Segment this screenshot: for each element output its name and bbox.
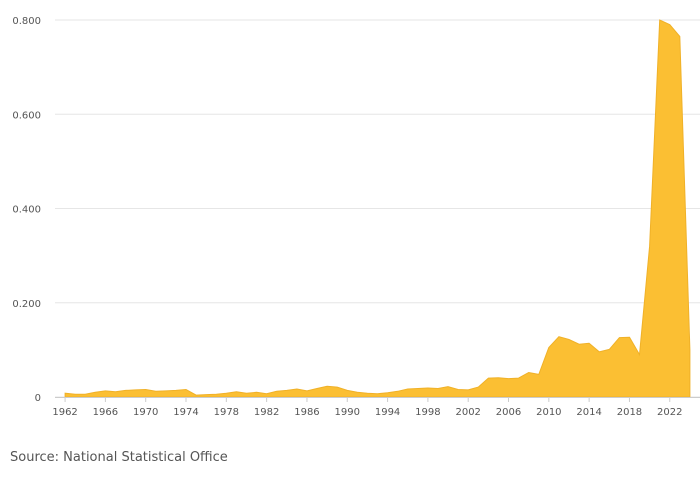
- data-point[interactable]: [465, 387, 471, 393]
- data-point[interactable]: [677, 34, 683, 40]
- data-point[interactable]: [445, 384, 451, 390]
- y-tick-label: 0: [35, 393, 41, 404]
- data-point[interactable]: [354, 389, 360, 395]
- grid-lines: [55, 19, 700, 398]
- data-point[interactable]: [213, 391, 219, 397]
- area-fill: [64, 19, 691, 398]
- data-point[interactable]: [274, 388, 280, 394]
- data-point[interactable]: [344, 387, 350, 393]
- x-tick-label: 1962: [52, 407, 77, 418]
- data-point[interactable]: [294, 386, 300, 392]
- data-point[interactable]: [113, 389, 119, 395]
- x-tick-label: 1982: [254, 407, 279, 418]
- source-note: Source: National Statistical Office: [10, 450, 228, 465]
- x-tick-label: 1986: [294, 407, 319, 418]
- y-tick-label: 0.200: [12, 299, 41, 310]
- data-point[interactable]: [667, 22, 673, 28]
- x-axis: 1962 1966 1970 1974 1978 1982 1986 1990 1994 1998…: [52, 397, 700, 418]
- data-point[interactable]: [163, 388, 169, 394]
- data-point[interactable]: [375, 391, 381, 397]
- x-tick-label: 1974: [173, 407, 198, 418]
- x-tick-label: 1998: [415, 407, 440, 418]
- x-tick-label: 1978: [214, 407, 239, 418]
- data-point[interactable]: [526, 370, 532, 376]
- data-point[interactable]: [324, 383, 330, 389]
- data-point[interactable]: [233, 389, 239, 395]
- data-point[interactable]: [576, 341, 582, 347]
- data-point[interactable]: [304, 388, 310, 394]
- data-point[interactable]: [566, 337, 572, 343]
- data-point[interactable]: [455, 387, 461, 393]
- data-point[interactable]: [596, 349, 602, 355]
- data-point[interactable]: [133, 387, 139, 393]
- y-tick-label: 0.800: [12, 16, 41, 27]
- data-point[interactable]: [143, 387, 149, 393]
- data-point[interactable]: [223, 390, 229, 396]
- x-tick-label: 2018: [617, 407, 642, 418]
- data-point[interactable]: [123, 387, 129, 393]
- x-tick-label: 2002: [455, 407, 480, 418]
- x-tick-label: 2010: [536, 407, 561, 418]
- data-point[interactable]: [183, 387, 189, 393]
- x-tick-label: 2014: [576, 407, 601, 418]
- data-point[interactable]: [203, 392, 209, 398]
- data-point[interactable]: [586, 340, 592, 346]
- data-point[interactable]: [92, 389, 98, 395]
- data-point[interactable]: [475, 384, 481, 390]
- data-point[interactable]: [405, 386, 411, 392]
- data-point[interactable]: [395, 388, 401, 394]
- x-tick-label: 1990: [335, 407, 360, 418]
- x-tick-label: 1970: [133, 407, 158, 418]
- data-point[interactable]: [334, 384, 340, 390]
- area-series: [62, 17, 693, 398]
- data-point[interactable]: [385, 390, 391, 396]
- data-point[interactable]: [627, 334, 633, 340]
- data-point[interactable]: [485, 375, 491, 381]
- data-point[interactable]: [647, 243, 653, 249]
- data-point[interactable]: [314, 386, 320, 392]
- data-point[interactable]: [536, 371, 542, 377]
- data-point[interactable]: [506, 376, 512, 382]
- data-point[interactable]: [495, 375, 501, 381]
- data-point[interactable]: [82, 391, 88, 397]
- data-point[interactable]: [244, 390, 250, 396]
- data-point[interactable]: [264, 391, 270, 397]
- x-tick-label: 2022: [657, 407, 682, 418]
- data-point[interactable]: [637, 352, 643, 358]
- data-point[interactable]: [284, 387, 290, 393]
- data-point[interactable]: [62, 390, 68, 396]
- data-point[interactable]: [616, 335, 622, 341]
- data-point[interactable]: [173, 387, 179, 393]
- x-tick-label: 1966: [93, 407, 118, 418]
- data-point[interactable]: [415, 386, 421, 392]
- data-point[interactable]: [546, 345, 552, 351]
- y-tick-label: 0.400: [12, 205, 41, 216]
- data-point[interactable]: [153, 388, 159, 394]
- data-point[interactable]: [516, 375, 522, 381]
- data-point[interactable]: [364, 390, 370, 396]
- y-tick-label: 0.600: [12, 110, 41, 121]
- x-tick-label: 1994: [375, 407, 400, 418]
- data-point[interactable]: [254, 389, 260, 395]
- data-point[interactable]: [72, 391, 78, 397]
- data-point[interactable]: [606, 346, 612, 352]
- x-tick-label: 2006: [496, 407, 521, 418]
- data-point[interactable]: [102, 388, 108, 394]
- data-point[interactable]: [425, 385, 431, 391]
- data-point[interactable]: [556, 334, 562, 340]
- data-point[interactable]: [435, 386, 441, 392]
- data-point[interactable]: [687, 347, 693, 353]
- y-axis: 0 0.200 0.400 0.600 0.800: [12, 16, 41, 404]
- data-point[interactable]: [657, 17, 663, 23]
